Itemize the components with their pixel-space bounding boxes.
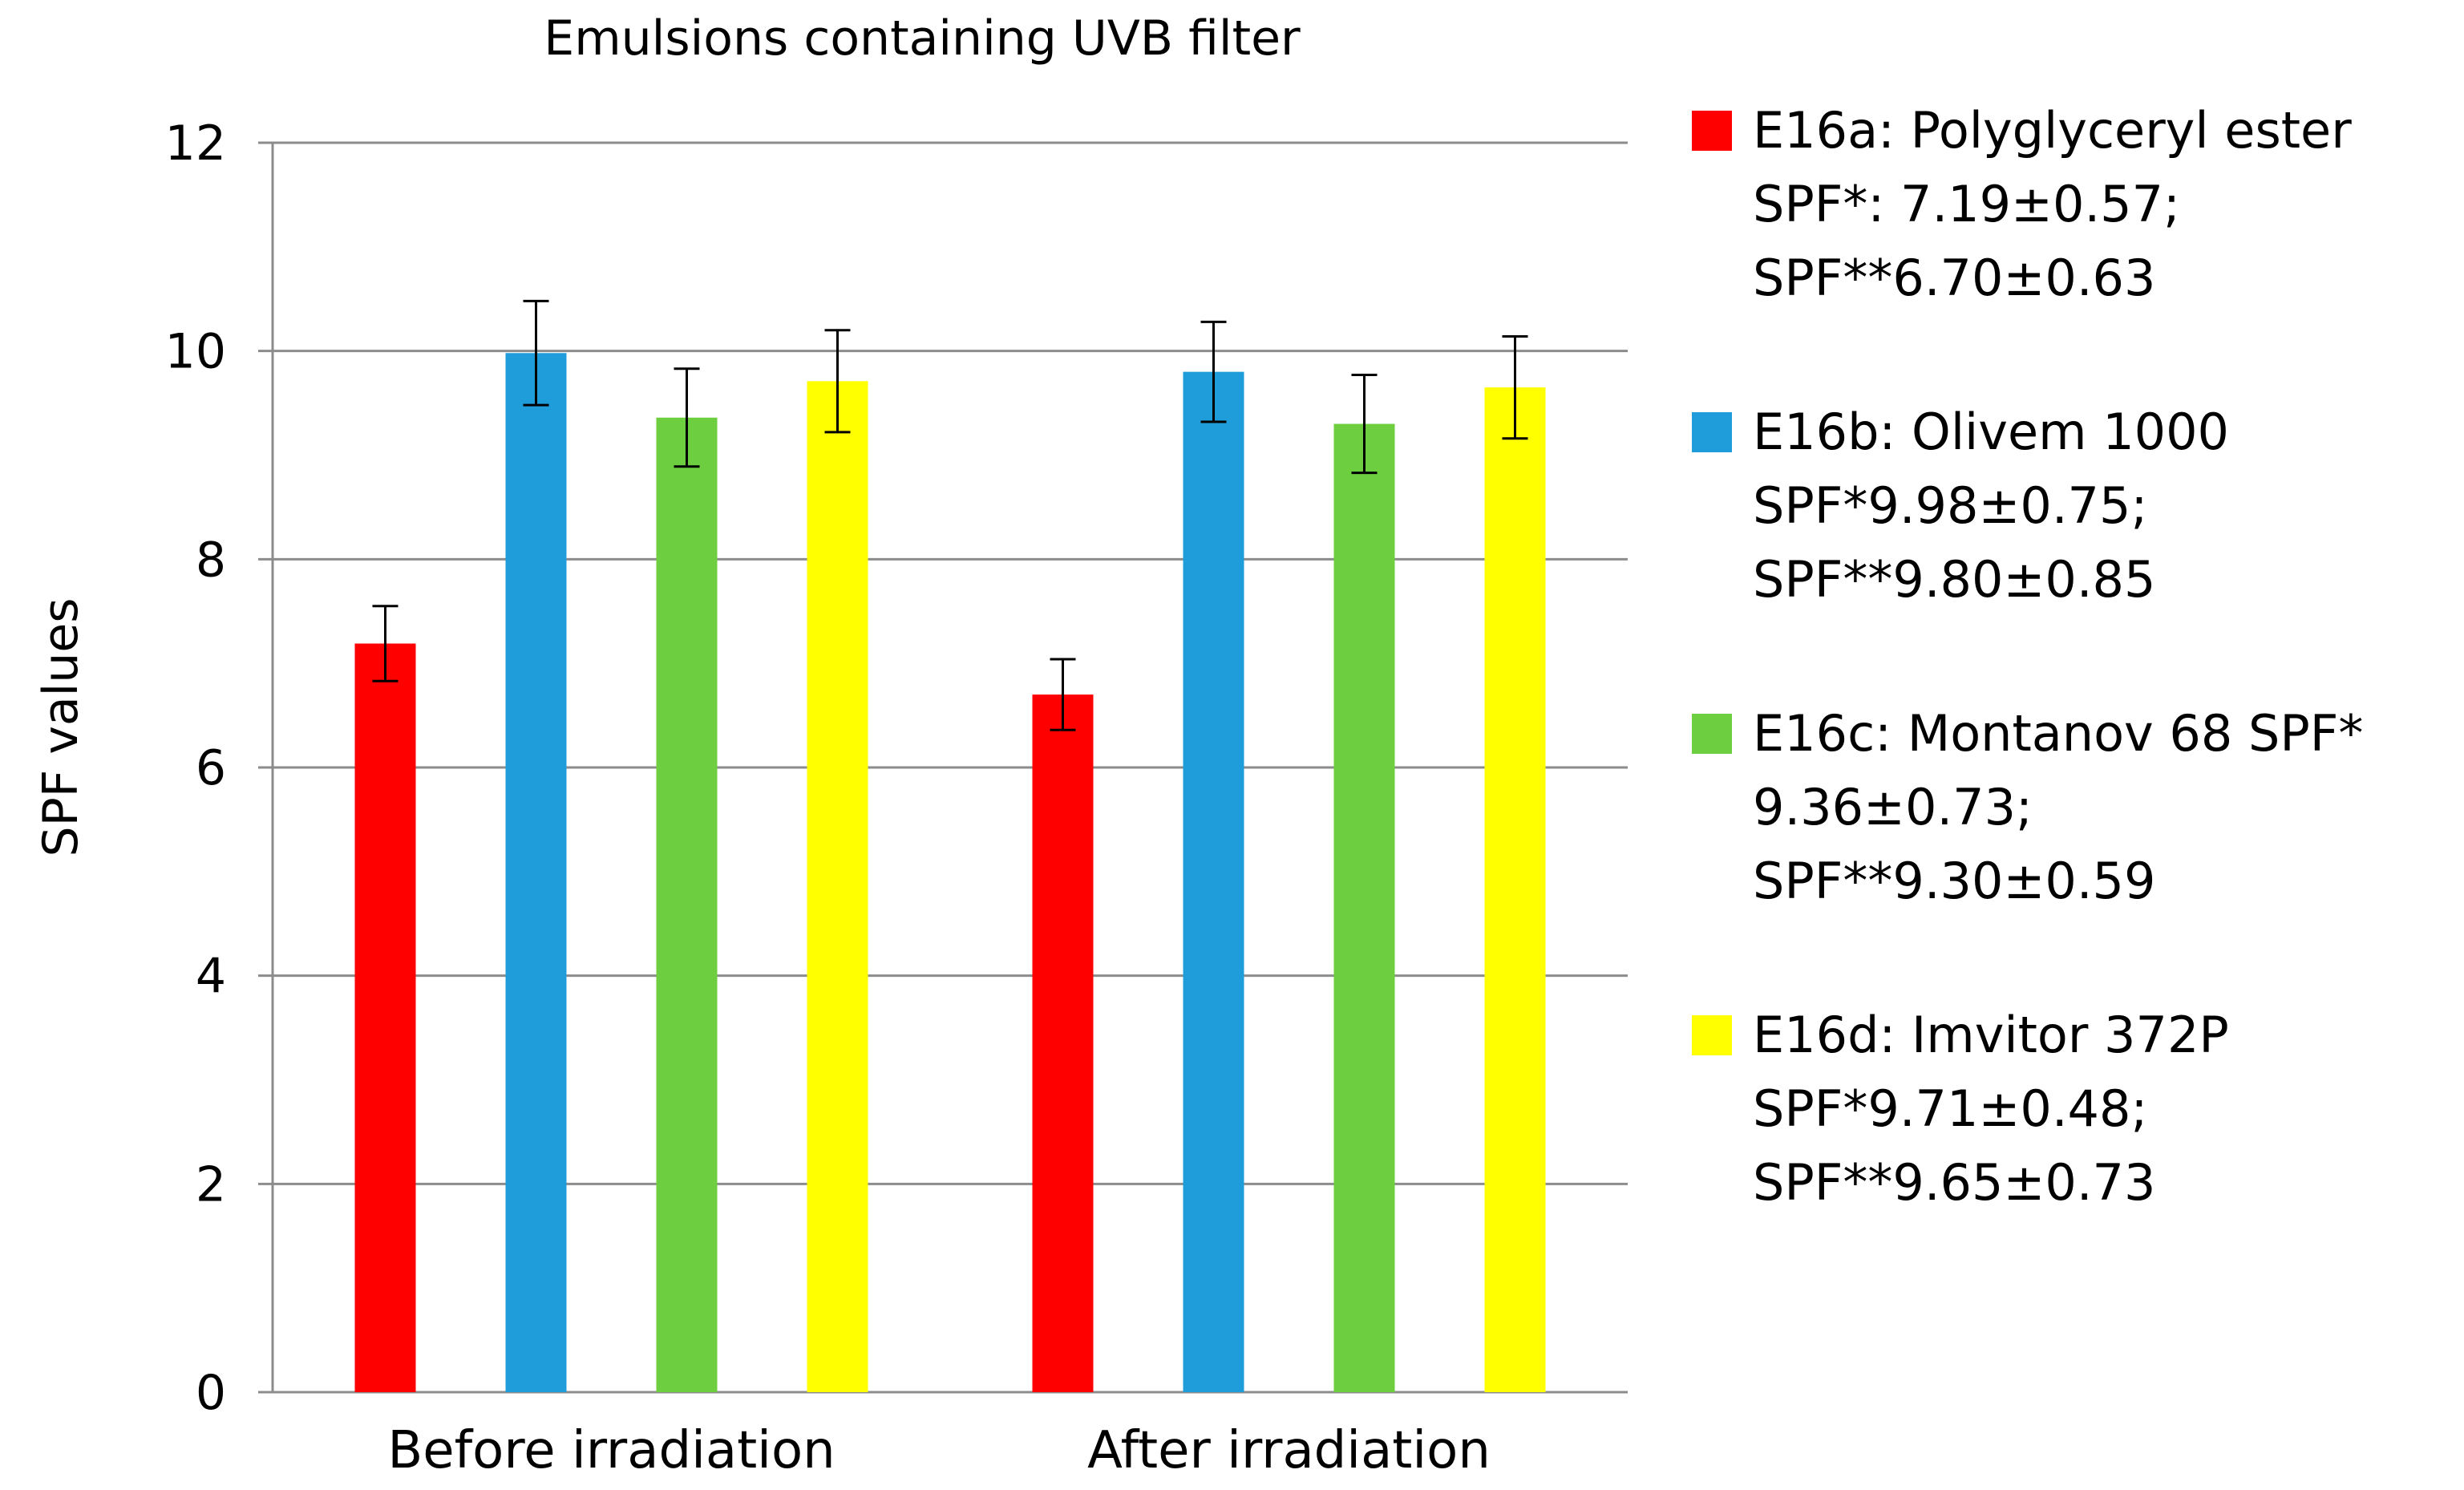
bar — [1183, 371, 1244, 1393]
y-tick-label: 6 — [196, 740, 226, 796]
y-tick-label: 0 — [196, 1365, 226, 1421]
legend-entry-text: E16b: Olivem 1000 — [1753, 403, 2229, 461]
category-labels: Before irradiation After irradiation — [387, 1421, 1491, 1480]
legend-entry-text: SPF**9.80±0.85 — [1753, 550, 2155, 609]
category-label: After irradiation — [1087, 1421, 1491, 1480]
legend: E16a: Polyglyceryl ester SPF*: 7.19±0.57;… — [1692, 101, 2363, 1212]
legend-entry-text: E16d: Imvitor 372P — [1753, 1006, 2229, 1064]
bar — [656, 417, 718, 1392]
y-tick-label: 2 — [196, 1156, 226, 1213]
legend-swatch — [1692, 1015, 1732, 1055]
legend-entry-text: SPF**9.30±0.59 — [1753, 852, 2155, 910]
y-tick-label: 8 — [196, 532, 226, 588]
legend-entry-text: SPF*9.98±0.75; — [1753, 476, 2147, 535]
error-bars — [372, 299, 1528, 731]
bar — [1484, 387, 1546, 1392]
legend-swatch — [1692, 714, 1732, 754]
legend-entry-text: 9.36±0.73; — [1753, 778, 2033, 836]
legend-swatch — [1692, 111, 1732, 151]
y-tick-label: 4 — [196, 949, 226, 1005]
y-axis-label: SPF values — [33, 598, 89, 857]
bar — [807, 381, 868, 1392]
bar — [505, 353, 567, 1393]
category-label: Before irradiation — [387, 1421, 835, 1480]
bar — [1032, 694, 1094, 1392]
legend-entry-text: E16c: Montanov 68 SPF* — [1753, 704, 2363, 763]
legend-entry-text: SPF**6.70±0.63 — [1753, 249, 2155, 307]
y-tick-label: 12 — [165, 115, 226, 172]
y-tick-label: 10 — [165, 324, 226, 380]
gridlines — [273, 141, 1628, 1185]
chart-title: Emulsions containing UVB filter — [544, 10, 1301, 67]
bar — [354, 643, 416, 1392]
bars — [354, 353, 1546, 1393]
legend-entry-text: SPF*9.71±0.48; — [1753, 1079, 2147, 1138]
y-axis: 0 2 4 6 8 10 12 — [165, 115, 1628, 1421]
legend-entry-text: E16a: Polyglyceryl ester — [1753, 101, 2352, 160]
legend-swatch — [1692, 412, 1732, 452]
bar — [1333, 423, 1395, 1392]
legend-entry-text: SPF**9.65±0.73 — [1753, 1153, 2155, 1212]
legend-entry-text: SPF*: 7.19±0.57; — [1753, 175, 2180, 233]
